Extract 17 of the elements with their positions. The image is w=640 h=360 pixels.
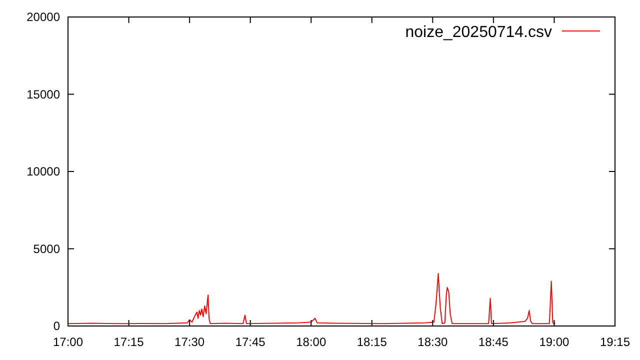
- x-tick-label: 18:15: [356, 335, 388, 349]
- x-tick-label: 19:00: [539, 335, 570, 349]
- y-tick-label: 5000: [33, 242, 60, 256]
- x-tick-label: 19:15: [600, 335, 630, 349]
- y-tick-label: 20000: [26, 10, 60, 24]
- x-tick-label: 17:45: [235, 335, 266, 349]
- x-tick-label: 18:45: [478, 335, 509, 349]
- x-tick-label: 18:30: [418, 335, 448, 349]
- x-tick-label: 17:00: [52, 335, 84, 349]
- legend-label: noize_20250714.csv: [405, 24, 552, 41]
- x-tick-label: 17:30: [174, 335, 205, 349]
- y-tick-label: 10000: [26, 164, 60, 178]
- line-series: [68, 272, 556, 324]
- x-tick-label: 18:00: [296, 335, 326, 349]
- x-tick-label: 17:15: [114, 335, 144, 349]
- y-tick-label: 0: [53, 319, 60, 333]
- y-tick-label: 15000: [26, 87, 60, 102]
